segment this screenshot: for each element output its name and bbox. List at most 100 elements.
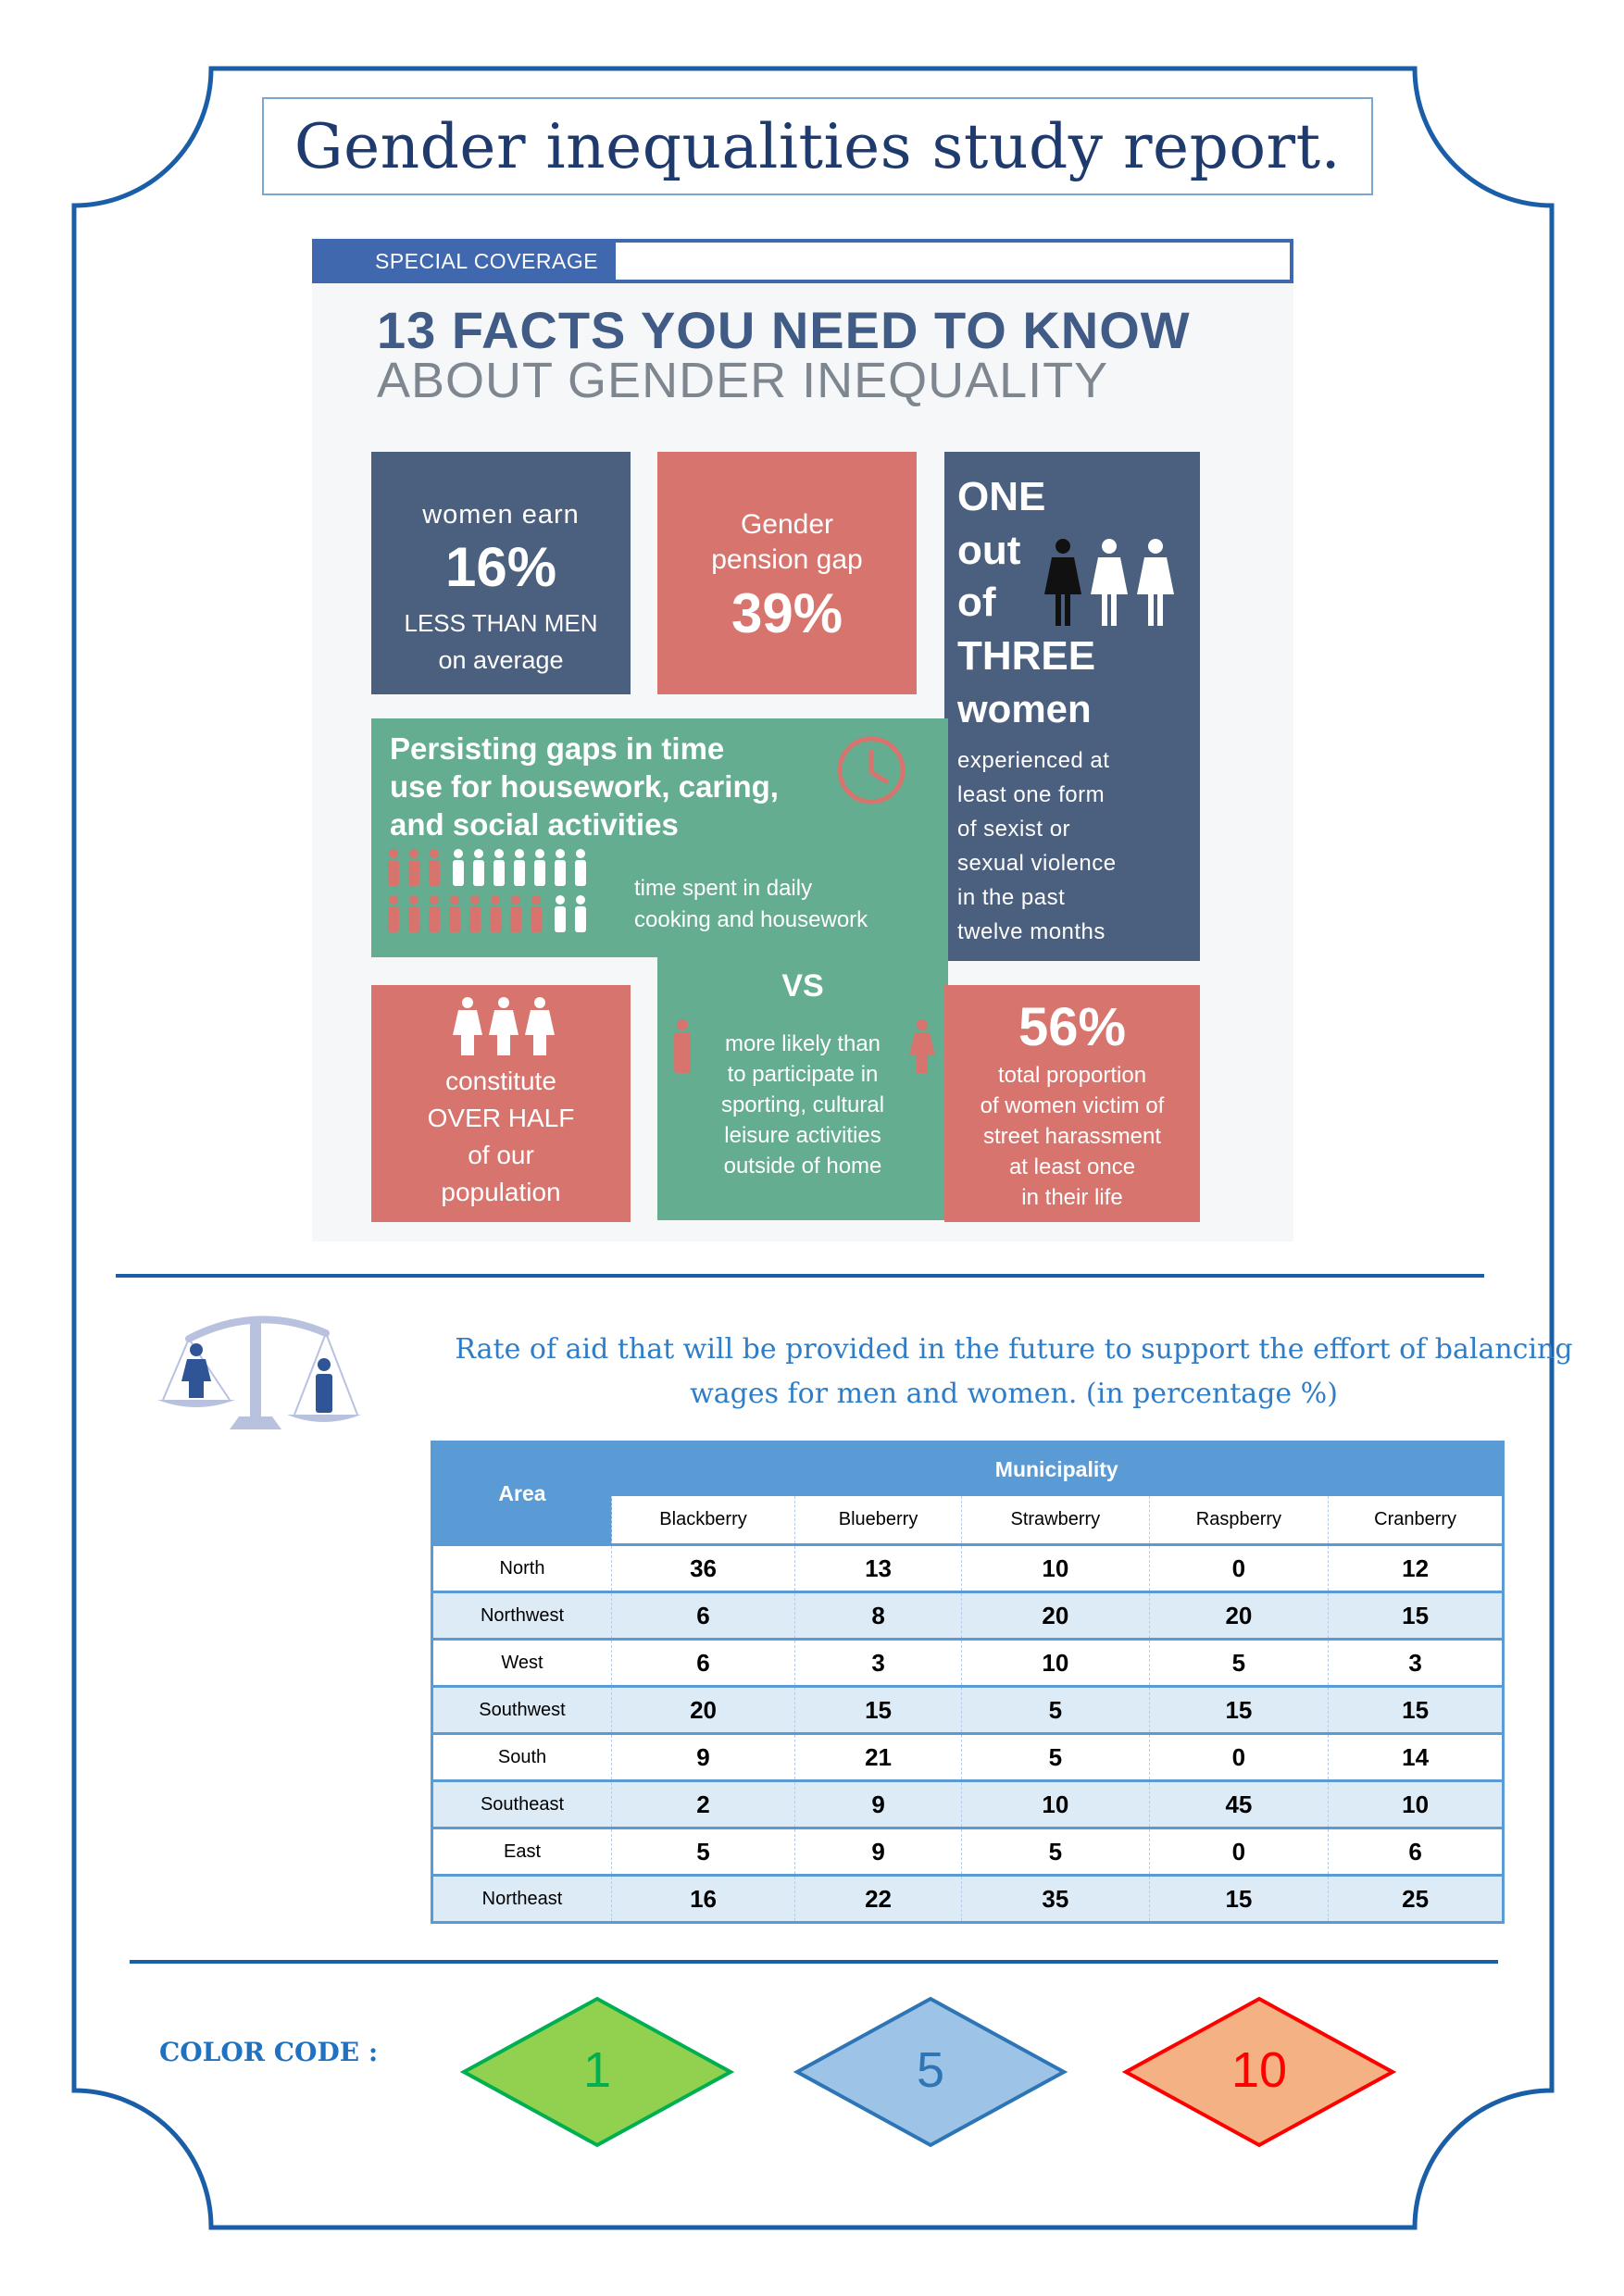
- infographic: SPECIAL COVERAGE 13 FACTS YOU NEED TO KN…: [312, 237, 1293, 1242]
- table-row: West 6 3 10 5 3: [431, 1639, 1504, 1688]
- color-code-diamond: 5: [793, 1995, 1068, 2149]
- population-l2: OVER HALF: [427, 1104, 575, 1132]
- area-cell: West: [431, 1639, 612, 1688]
- value-cell: 15: [1148, 1875, 1329, 1924]
- table-row: Northeast 16 22 35 15 25: [431, 1875, 1504, 1924]
- harassment-value: 56%: [1018, 997, 1127, 1057]
- woman-figure-icon: [909, 1019, 935, 1073]
- value-cell: 0: [1148, 1544, 1329, 1593]
- area-cell: Southwest: [431, 1686, 612, 1735]
- value-cell: 15: [1148, 1686, 1329, 1735]
- violence-card: ONE out of THREE women experienced at le…: [944, 452, 1200, 961]
- value-cell: 5: [1148, 1639, 1329, 1688]
- table-row: East 5 9 5 0 6: [431, 1828, 1504, 1877]
- violence-l1: experienced at: [957, 748, 1110, 773]
- section-divider-bottom: [130, 1960, 1498, 1964]
- column-header: Blueberry: [794, 1496, 962, 1546]
- violence-l5: in the past: [957, 885, 1066, 910]
- color-code-label: COLOR CODE :: [159, 2037, 379, 2067]
- color-code-value: 5: [916, 2042, 945, 2098]
- diamond-shape: [793, 1996, 1068, 2148]
- area-cell: Southeast: [431, 1780, 612, 1829]
- violence-l2: least one form: [957, 782, 1106, 807]
- leisure-card: VS more likely than to participate in sp…: [657, 957, 948, 1220]
- pension-line1: Gender: [740, 509, 834, 540]
- three-women-icon: [453, 997, 555, 1055]
- earnings-card: women earn 16% LESS THAN MEN on average: [371, 452, 631, 694]
- area-cell: Northwest: [431, 1591, 612, 1641]
- value-cell: 3: [794, 1639, 962, 1688]
- infographic-headline: 13 FACTS YOU NEED TO KNOW: [377, 301, 1191, 359]
- color-code-value: 1: [582, 2042, 612, 2098]
- violence-women: women: [957, 687, 1092, 730]
- value-cell: 5: [610, 1828, 795, 1877]
- value-cell: 22: [794, 1875, 962, 1924]
- table-row: Southwest 20 15 5 15 15: [431, 1686, 1504, 1735]
- color-code-diamond: 10: [1121, 1995, 1397, 2149]
- value-cell: 9: [610, 1733, 795, 1782]
- clock-icon: [837, 736, 906, 805]
- pension-gap-card: Gender pension gap 39%: [657, 452, 917, 694]
- aid-rate-table: Area Municipality Blackberry Blueberry Str…: [431, 1441, 1505, 1924]
- table-caption: Rate of aid that will be provided in the…: [389, 1328, 1624, 1416]
- value-cell: 35: [961, 1875, 1150, 1924]
- value-cell: 0: [1148, 1828, 1329, 1877]
- value-cell: 8: [794, 1591, 962, 1641]
- earnings-line3: on average: [438, 646, 564, 674]
- time-use-desc2: cooking and housework: [634, 907, 868, 932]
- man-figure-icon: [674, 1019, 691, 1073]
- column-header: Strawberry: [961, 1496, 1150, 1546]
- column-header: Raspberry: [1148, 1496, 1329, 1546]
- time-use-desc1: time spent in daily: [634, 876, 813, 901]
- table-row: Southeast 2 9 10 45 10: [431, 1780, 1504, 1829]
- leisure-l5: outside of home: [723, 1154, 882, 1179]
- value-cell: 6: [610, 1639, 795, 1688]
- area-header: Area: [431, 1441, 612, 1546]
- table-row: North 36 13 10 0 12: [431, 1544, 1504, 1593]
- value-cell: 3: [1328, 1639, 1504, 1688]
- pension-line2: pension gap: [711, 544, 863, 575]
- population-card: constitute OVER HALF of our population: [371, 985, 631, 1222]
- value-cell: 21: [794, 1733, 962, 1782]
- population-l4: population: [441, 1178, 561, 1206]
- time-use-title2: use for housework, caring,: [390, 769, 779, 804]
- earnings-line1: women earn: [422, 500, 580, 530]
- page-title: Gender inequalities study report.: [294, 110, 1342, 182]
- section-divider-top: [116, 1274, 1484, 1278]
- municipality-header: Municipality: [611, 1441, 1504, 1496]
- value-cell: 9: [794, 1828, 962, 1877]
- value-cell: 20: [1148, 1591, 1329, 1641]
- area-cell: South: [431, 1733, 612, 1782]
- value-cell: 16: [610, 1875, 795, 1924]
- violence-three: THREE: [957, 633, 1096, 679]
- infographic-subheadline: ABOUT GENDER INEQUALITY: [377, 353, 1109, 408]
- column-header: Cranberry: [1328, 1496, 1504, 1546]
- women-figures-icon: [1044, 539, 1174, 626]
- special-coverage-banner: SPECIAL COVERAGE: [312, 239, 1293, 283]
- violence-out: out: [957, 528, 1021, 573]
- value-cell: 5: [961, 1733, 1150, 1782]
- leisure-l4: leisure activities: [724, 1123, 881, 1148]
- table-caption-line1: Rate of aid that will be provided in the…: [455, 1333, 1573, 1366]
- harassment-l1: total proportion: [997, 1063, 1147, 1088]
- value-cell: 20: [610, 1686, 795, 1735]
- table-row: Northwest 6 8 20 20 15: [431, 1591, 1504, 1641]
- table-caption-line2: wages for men and women. (in percentage …: [690, 1378, 1338, 1410]
- harassment-l4: at least once: [1008, 1154, 1136, 1179]
- leisure-l1: more likely than: [724, 1031, 881, 1056]
- value-cell: 10: [1328, 1780, 1504, 1829]
- title-box: Gender inequalities study report.: [262, 97, 1373, 195]
- earnings-line2: LESS THAN MEN: [404, 609, 598, 637]
- time-use-title1: Persisting gaps in time: [390, 731, 725, 766]
- value-cell: 15: [794, 1686, 962, 1735]
- balance-scale-icon: [157, 1316, 361, 1429]
- value-cell: 25: [1328, 1875, 1504, 1924]
- color-code-diamond: 1: [459, 1995, 735, 2149]
- value-cell: 5: [961, 1828, 1150, 1877]
- vs-label: VS: [781, 968, 824, 1004]
- value-cell: 9: [794, 1780, 962, 1829]
- time-use-card: Persisting gaps in time use for housewor…: [371, 718, 948, 957]
- value-cell: 36: [610, 1544, 795, 1593]
- violence-l4: sexual violence: [957, 851, 1117, 876]
- table-row: South 9 21 5 0 14: [431, 1733, 1504, 1782]
